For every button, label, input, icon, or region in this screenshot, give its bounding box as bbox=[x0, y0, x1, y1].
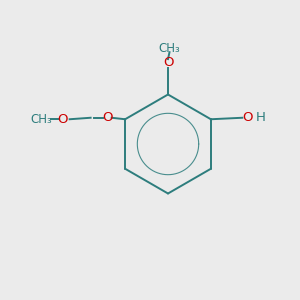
Text: O: O bbox=[103, 111, 113, 124]
Text: CH₃: CH₃ bbox=[31, 113, 52, 126]
Text: H: H bbox=[255, 111, 265, 124]
Text: O: O bbox=[163, 56, 173, 69]
Text: O: O bbox=[242, 111, 253, 124]
Text: CH₃: CH₃ bbox=[159, 42, 180, 55]
Text: O: O bbox=[58, 113, 68, 126]
